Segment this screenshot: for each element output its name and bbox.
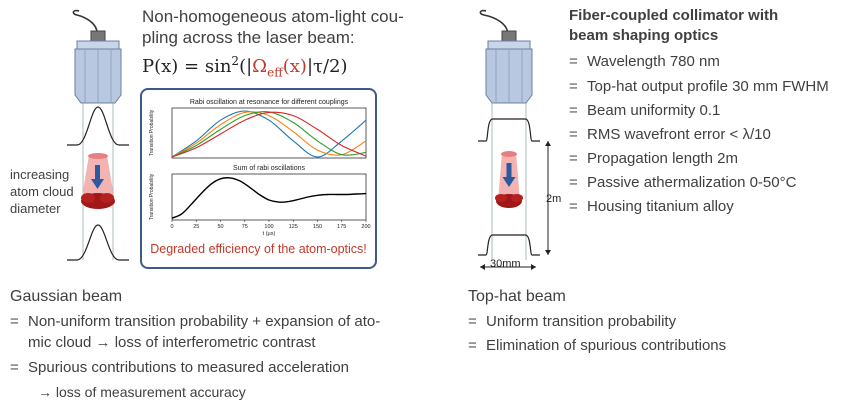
left-bullet-1: = Non-uniform transition probability + ex… <box>10 312 380 332</box>
bullet-eq: = <box>569 150 578 167</box>
spec-text: Propagation length 2m <box>587 150 738 167</box>
formula: P(x) = sin2(|Ωeff(x)|τ/2) <box>142 54 348 80</box>
x-tick-label: 75 <box>242 224 248 230</box>
degraded-caption: Degraded efficiency of the atom-optics! <box>150 242 367 256</box>
bullet-eq: = <box>468 337 477 354</box>
chart-xlabel: t (μs) <box>263 231 276 237</box>
left-bullet-2-cont: → loss of measurement accuracy <box>38 382 246 402</box>
bullet-eq: = <box>569 78 578 95</box>
spec-text: Passive athermalization 0-50°C <box>587 174 797 191</box>
series-line-1 <box>171 110 367 158</box>
bullet-eq: = <box>10 359 19 376</box>
tophat-beam-title: Top-hat beam <box>468 288 566 305</box>
bullet-eq: = <box>569 198 578 215</box>
bullet-eq: = <box>569 174 578 191</box>
intro-text: Non-homogeneous atom-light cou- pling ac… <box>142 6 404 48</box>
x-tick-label: 125 <box>289 224 298 230</box>
left-bullet-1-line-1: Non-uniform transition probability + exp… <box>28 313 381 330</box>
formula-omega: Ωeff(x) <box>252 56 307 80</box>
series-line-2 <box>171 111 367 158</box>
right-bullet-1-text: Uniform transition probability <box>486 313 677 330</box>
x-tick-label: 200 <box>361 224 370 230</box>
plot-axes <box>171 107 367 159</box>
side-label-line-2: atom cloud <box>10 184 74 199</box>
x-tick-label: 150 <box>313 224 322 230</box>
intro-line-2: pling across the laser beam: <box>142 28 355 47</box>
formula-omega-arg: (x) <box>282 56 307 77</box>
x-tick-label: 175 <box>337 224 346 230</box>
right-title: Fiber-coupled collimator with beam shapi… <box>569 6 778 46</box>
bullet-eq: = <box>569 126 578 143</box>
fiber-connector <box>90 30 106 42</box>
chart-title: Sum of rabi oscillations <box>233 165 305 172</box>
gaussian-profile-bottom <box>67 224 129 261</box>
x-tick-label: 25 <box>193 224 199 230</box>
chart-ylabel: Transition Probability <box>149 109 155 156</box>
fiber-cable <box>479 9 509 36</box>
left-bullet-1-cont: mic cloud → loss of interferometric cont… <box>28 333 316 353</box>
right-title-line-2: beam shaping optics <box>569 27 719 44</box>
series-line-1 <box>171 177 367 219</box>
spec-item: = Top-hat output profile 30 mm FWHM <box>569 77 829 97</box>
side-label-line-1: increasing <box>10 167 70 182</box>
left-bullet-2: = Spurious contributions to measured acce… <box>10 358 349 378</box>
left-collimator-diagram <box>67 9 129 261</box>
formula-lhs: P(x) = sin <box>142 56 232 77</box>
spec-text: Top-hat output profile 30 mm FWHM <box>587 78 829 95</box>
x-tick-label: 100 <box>264 224 273 230</box>
dim-width-label: 30mm <box>490 258 521 270</box>
intro-line-1: Non-homogeneous atom-light cou- <box>142 7 404 26</box>
plot-axes <box>171 173 367 221</box>
formula-sup: 2 <box>231 54 240 68</box>
spec-item: = RMS wavefront error < λ/10 <box>569 125 771 145</box>
right-bullet-2: = Elimination of spurious contributions <box>468 336 726 356</box>
left-bullet-2-line-2: → loss of measurement accuracy <box>38 384 246 400</box>
spec-text: Wavelength 780 nm <box>587 53 720 70</box>
x-tick-label: 50 <box>217 224 223 230</box>
side-label: increasing atom cloud diameter <box>10 166 74 217</box>
rabi-plots: Rabi oscillation at resonance for differ… <box>149 99 371 237</box>
x-tick-label: 0 <box>170 224 173 230</box>
spec-item: = Beam uniformity 0.1 <box>569 101 720 121</box>
bullet-eq: = <box>569 53 578 70</box>
bullet-eq: = <box>569 102 578 119</box>
series-line-4 <box>171 111 367 158</box>
right-collimator-diagram <box>478 9 551 270</box>
spec-text: Housing titanium alloy <box>587 198 734 215</box>
rabi-plot-frame: Rabi oscillation at resonance for differ… <box>140 88 377 269</box>
fiber-cable <box>72 9 98 34</box>
gaussian-profile-top <box>67 106 129 146</box>
formula-open: (| <box>239 56 253 77</box>
tophat-profile-bottom <box>478 234 540 256</box>
spec-item: = Wavelength 780 nm <box>569 52 720 72</box>
tophat-profile-top <box>478 118 540 142</box>
chart-ylabel: Transition Probability <box>149 173 155 220</box>
formula-omega-symbol: Ω <box>252 56 268 77</box>
dim-length-label: 2m <box>546 193 562 205</box>
right-bullet-1: = Uniform transition probability <box>468 312 676 332</box>
gaussian-beam-title: Gaussian beam <box>10 288 123 305</box>
chart-title: Rabi oscillation at resonance for differ… <box>190 99 349 106</box>
side-label-line-3: diameter <box>10 201 61 216</box>
arrow-down-icon <box>502 177 516 187</box>
spec-item: = Propagation length 2m <box>569 149 738 169</box>
spec-item: = Passive athermalization 0-50°C <box>569 173 796 193</box>
bullet-eq: = <box>468 313 477 330</box>
left-bullet-1-line-2: mic cloud → loss of interferometric cont… <box>28 334 316 351</box>
formula-sub: eff <box>267 65 283 80</box>
spec-text: Beam uniformity 0.1 <box>587 102 721 119</box>
bullet-eq: = <box>10 313 19 330</box>
left-bullet-2-line-1: Spurious contributions to measured accel… <box>28 359 350 376</box>
fiber-connector <box>501 30 517 42</box>
arrow-down-icon <box>91 179 104 189</box>
right-bullet-2-text: Elimination of spurious contributions <box>486 337 727 354</box>
spec-item: = Housing titanium alloy <box>569 197 734 217</box>
formula-close: |τ/2) <box>306 56 348 77</box>
right-title-line-1: Fiber-coupled collimator with <box>569 7 779 24</box>
spec-text: RMS wavefront error < λ/10 <box>587 126 771 143</box>
